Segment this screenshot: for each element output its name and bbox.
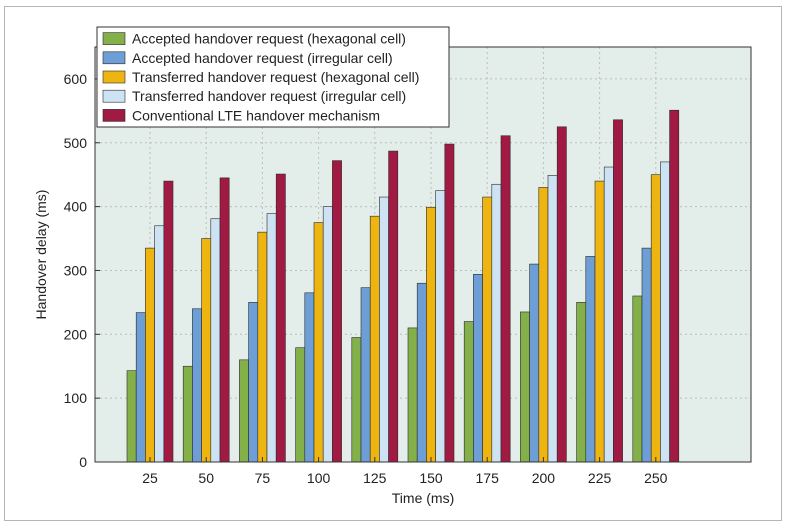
x-tick-label: 150 — [419, 470, 443, 486]
bar — [275, 173, 286, 463]
bar — [613, 119, 623, 463]
bar — [585, 256, 596, 463]
x-tick-label: 50 — [198, 470, 214, 486]
bar — [163, 180, 174, 463]
bar — [416, 282, 427, 463]
legend-swatch — [102, 109, 126, 122]
bar — [182, 365, 193, 463]
bar — [201, 238, 212, 463]
legend-label: Accepted handover request (irregular cel… — [132, 50, 393, 66]
bar — [594, 180, 605, 463]
bar — [266, 213, 277, 463]
bar — [482, 196, 493, 463]
legend-swatch — [102, 32, 126, 45]
bar — [154, 225, 165, 463]
bar — [210, 218, 221, 463]
bar — [219, 177, 230, 463]
bar — [407, 327, 418, 463]
x-tick-label: 75 — [255, 470, 271, 486]
bar — [135, 312, 146, 463]
bar — [388, 150, 399, 463]
y-tick-label: 500 — [64, 135, 88, 151]
x-axis: 25 50 75 100 125 150 175 200 225 250 — [142, 457, 668, 486]
bar — [145, 247, 155, 463]
bar — [669, 109, 680, 463]
bar — [520, 311, 530, 463]
bar — [529, 263, 540, 463]
bar — [632, 295, 643, 463]
bar — [538, 187, 549, 463]
x-tick-label: 25 — [142, 470, 158, 486]
bar — [369, 215, 380, 463]
bar — [650, 174, 661, 463]
legend: Accepted handover request (hexagonal cel… — [96, 26, 450, 128]
y-tick-label: 600 — [64, 71, 88, 87]
y-axis-label: Handover delay (ms) — [33, 190, 49, 320]
legend-label: Transferred handover request (hexagonal … — [132, 69, 419, 85]
bar — [444, 143, 455, 463]
bar — [641, 247, 652, 463]
bar — [500, 135, 511, 463]
bar — [313, 222, 324, 463]
x-tick-label: 225 — [588, 470, 612, 486]
bar — [556, 126, 567, 463]
bar — [126, 370, 137, 463]
legend-label: Accepted handover request (hexagonal cel… — [132, 31, 406, 47]
bar — [491, 183, 502, 463]
bar — [257, 231, 268, 463]
bar — [295, 347, 306, 463]
x-tick-label: 175 — [476, 470, 500, 486]
bar — [248, 302, 259, 463]
legend-swatch — [102, 89, 126, 103]
bar — [603, 166, 614, 463]
legend-swatch — [102, 51, 126, 65]
x-axis-label: Time (ms) — [392, 490, 454, 506]
y-tick-label: 0 — [79, 454, 87, 470]
bar — [360, 287, 371, 463]
y-tick-label: 100 — [64, 390, 88, 406]
y-axis: 0 100 200 300 400 500 600 — [64, 71, 100, 470]
y-tick-label: 400 — [64, 199, 88, 215]
bar — [379, 196, 389, 463]
bar — [322, 206, 333, 463]
bar — [239, 359, 249, 463]
bar — [547, 175, 558, 463]
x-tick-label: 125 — [363, 470, 387, 486]
x-tick-label: 100 — [307, 470, 331, 486]
legend-label: Conventional LTE handover mechanism — [132, 107, 380, 123]
bar — [435, 190, 446, 463]
bar — [426, 206, 436, 463]
bar — [192, 308, 202, 463]
bar — [304, 292, 315, 463]
x-tick-label: 250 — [644, 470, 668, 486]
legend-box — [96, 26, 450, 128]
bar — [463, 321, 474, 463]
bars-group — [126, 109, 680, 463]
bar — [576, 302, 587, 463]
bar — [660, 161, 670, 463]
x-tick-label: 200 — [532, 470, 556, 486]
legend-label: Transferred handover request (irregular … — [132, 88, 406, 104]
bar — [332, 160, 342, 463]
bar — [473, 273, 483, 463]
y-tick-label: 300 — [64, 262, 88, 278]
bar — [351, 337, 362, 463]
y-tick-label: 200 — [64, 326, 88, 342]
legend-swatch — [102, 70, 126, 84]
